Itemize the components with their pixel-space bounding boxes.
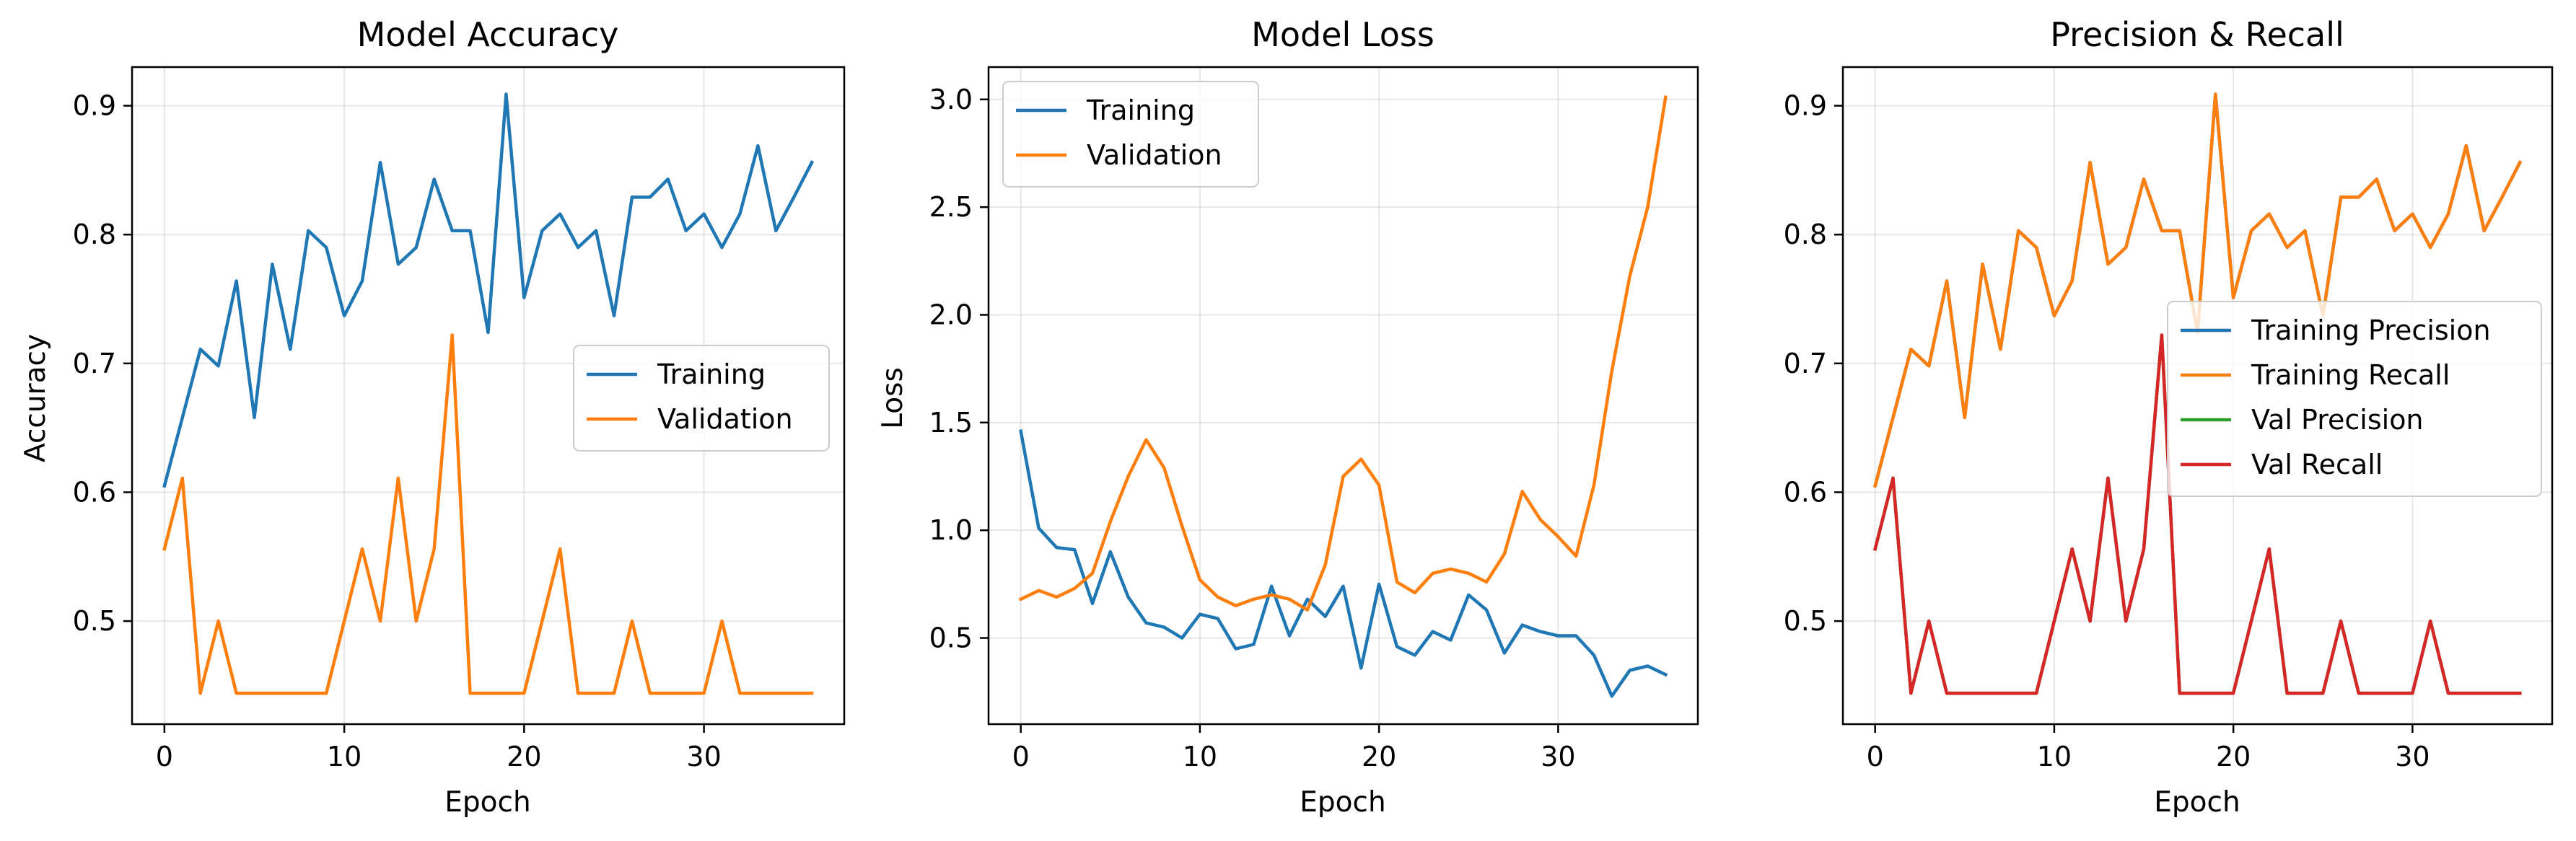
- precision-recall-xtick-label: 30: [2395, 741, 2430, 772]
- precision-recall-xtick-label: 10: [2037, 741, 2072, 772]
- loss-ytick-label: 3.0: [929, 84, 973, 115]
- accuracy-ytick-label: 0.8: [73, 219, 116, 250]
- accuracy-legend: Training Validation: [573, 345, 830, 452]
- precision-recall-ytick-label: 0.6: [1784, 476, 1827, 508]
- precision-recall-ytick-label: 0.5: [1784, 605, 1827, 637]
- precision-recall-legend-val-precision-label: Val Precision: [2251, 404, 2424, 436]
- loss-title: Model Loss: [1251, 15, 1434, 54]
- precision-recall-ytick-label: 0.8: [1784, 219, 1827, 250]
- accuracy-xtick-label: 30: [686, 741, 721, 772]
- loss-training-line: [1019, 429, 1668, 698]
- precision-recall-legend-training-recall-label: Training Recall: [2251, 359, 2450, 391]
- precision-recall-title: Precision & Recall: [2050, 15, 2344, 54]
- accuracy-xtick-label: 0: [156, 741, 173, 772]
- precision-recall-ytick-label: 0.7: [1784, 348, 1827, 379]
- loss-ytick-label: 1.5: [929, 407, 973, 439]
- loss-panel: Model Loss 0 10 20 30 0.5 1.0 1.5 2.0 2.5 3.0 Epo…: [877, 15, 1699, 819]
- precision-recall-legend: Training Precision Training Recall Val Pre…: [2167, 301, 2542, 497]
- loss-xlabel: Epoch: [1300, 786, 1385, 819]
- accuracy-xtick-label: 10: [327, 741, 362, 772]
- loss-legend: Training Validation: [1002, 81, 1259, 188]
- accuracy-legend-validation-label: Validation: [657, 403, 793, 435]
- precision-recall-xtick-label: 20: [2216, 741, 2251, 772]
- precision-recall-xlabel: Epoch: [2154, 786, 2240, 819]
- loss-xtick-label: 10: [1183, 741, 1217, 772]
- loss-ytick-label: 1.0: [929, 514, 973, 546]
- loss-legend-box: [1002, 81, 1259, 188]
- accuracy-title: Model Accuracy: [357, 15, 619, 54]
- loss-legend-validation-label: Validation: [1087, 139, 1222, 171]
- accuracy-legend-box: [573, 345, 830, 452]
- loss-ytick-label: 2.5: [929, 191, 973, 223]
- loss-xtick-label: 0: [1012, 741, 1030, 772]
- accuracy-ylabel: Accuracy: [19, 334, 52, 462]
- loss-ytick-label: 0.5: [929, 622, 973, 654]
- precision-recall-legend-training-precision-label: Training Precision: [2251, 314, 2491, 346]
- accuracy-lines: [162, 92, 815, 695]
- precision-recall-xtick-label: 0: [1867, 741, 1884, 772]
- precision-recall-ytick-label: 0.9: [1784, 90, 1827, 122]
- loss-ytick-label: 2.0: [929, 299, 973, 330]
- accuracy-panel: Model Accuracy 0 10 20 30 0.5 0.6 0.7 0.8 0.9 Ep…: [19, 15, 846, 819]
- loss-xtick-label: 20: [1362, 741, 1396, 772]
- accuracy-ytick-label: 0.9: [73, 90, 116, 122]
- accuracy-ytick-label: 0.5: [73, 605, 116, 637]
- loss-legend-training-label: Training: [1086, 94, 1195, 126]
- precision-recall-legend-box: [2167, 301, 2542, 497]
- accuracy-xtick-label: 20: [507, 741, 541, 772]
- loss-lines: [1018, 95, 1668, 698]
- loss-axes-frame: [987, 66, 1699, 726]
- accuracy-legend-training-label: Training: [657, 358, 766, 390]
- precision-recall-panel: Precision & Recall 0 10 20 30 0.5 0.6 0.7 0.8 0.…: [1784, 15, 2554, 819]
- loss-ticks: 0 10 20 30 0.5 1.0 1.5 2.0 2.5 3.0: [929, 84, 1576, 772]
- precision-recall-axes-frame: [1841, 66, 2554, 726]
- accuracy-ytick-label: 0.6: [73, 476, 116, 508]
- precision-recall-ticks: 0 10 20 30 0.5 0.6 0.7 0.8 0.9: [1784, 90, 2430, 772]
- accuracy-training-line: [162, 92, 815, 488]
- accuracy-validation-line: [162, 333, 814, 695]
- accuracy-ytick-label: 0.7: [73, 348, 116, 379]
- accuracy-ticks: 0 10 20 30 0.5 0.6 0.7 0.8 0.9: [73, 90, 722, 772]
- precision-recall-legend-val-recall-label: Val Recall: [2251, 449, 2383, 480]
- loss-xtick-label: 30: [1541, 741, 1575, 772]
- precision-recall-val-recall-line: [1872, 333, 2522, 695]
- loss-validation-line: [1018, 95, 1668, 612]
- loss-ylabel: Loss: [877, 367, 909, 429]
- accuracy-axes-frame: [131, 66, 846, 726]
- accuracy-xlabel: Epoch: [444, 786, 530, 819]
